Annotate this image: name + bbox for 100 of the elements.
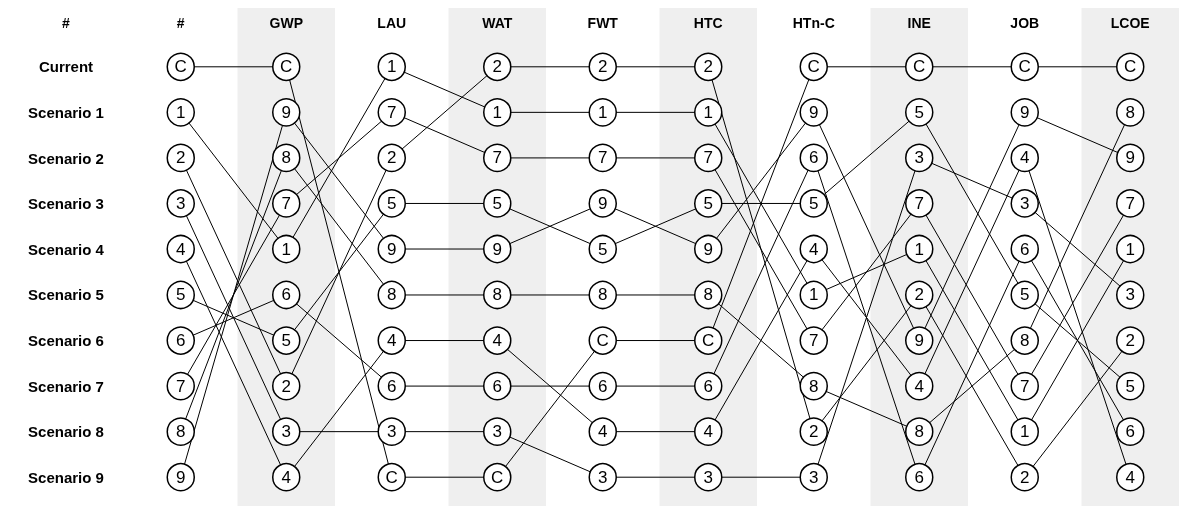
series-label: 6 <box>176 331 186 351</box>
text: 1 <box>1020 422 1030 442</box>
text: Scenario 7 <box>28 377 104 395</box>
text: 6 <box>598 376 608 396</box>
text: Scenario 2 <box>28 149 104 167</box>
x-tick-label: JOB <box>1010 15 1040 31</box>
x-tick-label: GWP <box>269 15 303 31</box>
text: 4 <box>809 239 819 259</box>
text: 5 <box>598 239 608 259</box>
text: 7 <box>598 148 608 168</box>
text: 5 <box>809 193 819 213</box>
text: 8 <box>281 148 291 168</box>
text: 8 <box>492 285 502 305</box>
text: 2 <box>1020 467 1030 487</box>
series-label: 4 <box>281 467 291 487</box>
text: 1 <box>809 285 819 305</box>
text: 1 <box>281 239 291 259</box>
x-tick-label: # <box>176 15 185 31</box>
text: 4 <box>1020 148 1030 168</box>
text: 9 <box>914 331 924 351</box>
text: 4 <box>176 239 186 259</box>
series-label: 7 <box>176 376 186 396</box>
x-tick-label: INE <box>907 15 931 31</box>
text: 2 <box>281 376 291 396</box>
text: 3 <box>1020 193 1030 213</box>
text: 2 <box>387 148 397 168</box>
text: 2 <box>598 57 608 77</box>
text: 8 <box>1125 102 1135 122</box>
text: 1 <box>387 57 397 77</box>
text: 6 <box>492 376 502 396</box>
text: 2 <box>1125 331 1135 351</box>
text: 8 <box>703 285 713 305</box>
text: 1 <box>703 102 713 122</box>
text: 7 <box>1125 193 1135 213</box>
text: 5 <box>492 193 502 213</box>
x-tick-label: LCOE <box>1110 15 1150 31</box>
text: Scenario 8 <box>28 423 104 441</box>
series-label: 2 <box>176 148 186 168</box>
text: C <box>913 57 926 77</box>
text: C <box>596 331 609 351</box>
text: 8 <box>914 422 924 442</box>
text: 7 <box>492 148 502 168</box>
text: Scenario 1 <box>28 103 104 121</box>
x-tick-label: HTC <box>693 15 723 31</box>
text: 9 <box>387 239 397 259</box>
text: 3 <box>492 422 502 442</box>
series-label: 8 <box>176 422 186 442</box>
text: Current <box>38 58 94 76</box>
text: 1 <box>492 102 502 122</box>
text: 7 <box>703 148 713 168</box>
text: 9 <box>809 102 819 122</box>
text: 8 <box>387 285 397 305</box>
text: 5 <box>914 102 924 122</box>
text: 7 <box>387 102 397 122</box>
text: 5 <box>281 331 291 351</box>
text: 3 <box>914 148 924 168</box>
text: 3 <box>1125 285 1135 305</box>
text: C <box>280 57 293 77</box>
text: Scenario 6 <box>28 331 104 349</box>
text: 3 <box>703 467 713 487</box>
text: 4 <box>1125 467 1135 487</box>
text: 1 <box>1125 239 1135 259</box>
text: 1 <box>598 102 608 122</box>
text: 7 <box>1020 376 1030 396</box>
text: 7 <box>281 193 291 213</box>
text: 4 <box>598 422 608 442</box>
text: Scenario 4 <box>28 240 105 258</box>
text: 6 <box>387 376 397 396</box>
text: C <box>1018 57 1031 77</box>
text: 2 <box>703 57 713 77</box>
text: 4 <box>703 422 713 442</box>
text: 9 <box>1125 148 1135 168</box>
text: 3 <box>809 467 819 487</box>
x-tick-label: FWT <box>587 15 619 31</box>
text: 6 <box>281 285 291 305</box>
text: 4 <box>387 331 397 351</box>
text: 5 <box>1125 376 1135 396</box>
text: 9 <box>703 239 713 259</box>
series-label: 1 <box>176 102 186 122</box>
text: 3 <box>281 422 291 442</box>
text: 6 <box>1125 422 1135 442</box>
text: 8 <box>809 376 819 396</box>
x-tick-label: HTn-C <box>792 15 835 31</box>
text: 1 <box>914 239 924 259</box>
text: 8 <box>598 285 608 305</box>
text: C <box>385 467 398 487</box>
text: C <box>702 331 715 351</box>
text: Scenario 9 <box>28 468 104 486</box>
text: 9 <box>598 193 608 213</box>
text: 2 <box>492 57 502 77</box>
text: 5 <box>1020 285 1030 305</box>
text: Scenario 3 <box>28 195 104 213</box>
text: 8 <box>1020 331 1030 351</box>
text: 6 <box>1020 239 1030 259</box>
text: 6 <box>703 376 713 396</box>
series-label: C <box>174 57 187 77</box>
text: 4 <box>492 331 502 351</box>
text: 3 <box>598 467 608 487</box>
text: 3 <box>387 422 397 442</box>
text: 5 <box>703 193 713 213</box>
